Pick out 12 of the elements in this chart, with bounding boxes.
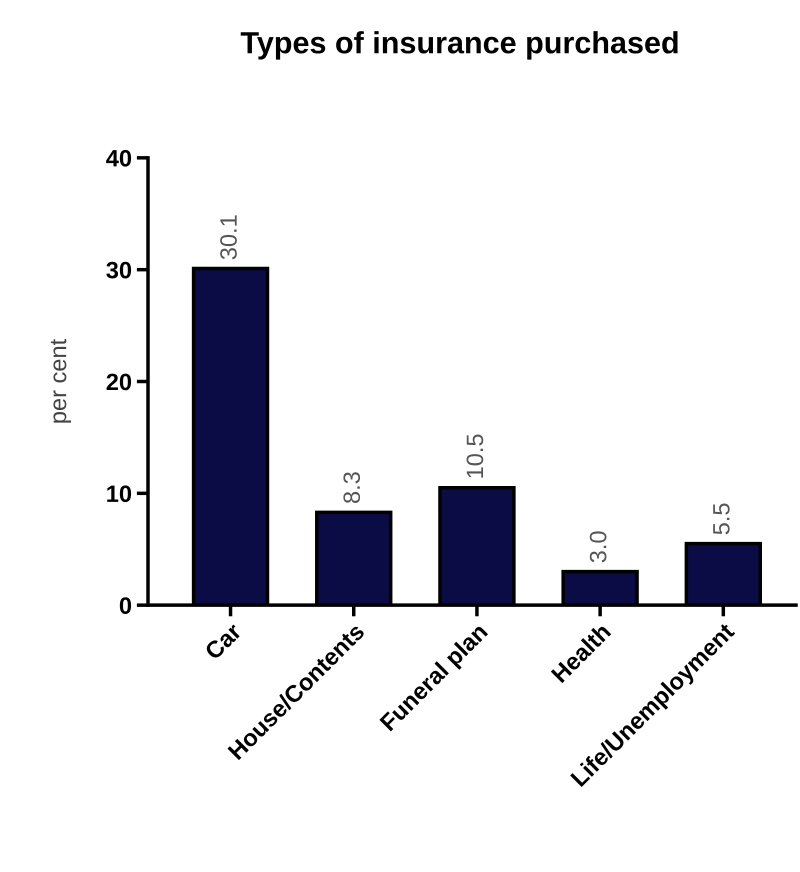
y-tick-label: 20 — [106, 374, 132, 390]
y-tick-label: 40 — [106, 150, 132, 167]
data-label: 3.0 — [590, 531, 606, 562]
data-label: 10.5 — [466, 434, 484, 478]
data-label: 8.3 — [343, 472, 360, 503]
y-tick-label: 30 — [106, 262, 132, 278]
y-tick-label: 10 — [107, 485, 132, 502]
data-label: 30.1 — [220, 215, 237, 260]
data-label: 5.5 — [713, 503, 730, 534]
y-tick-label: 0 — [120, 597, 132, 614]
y-axis-title: per cent — [50, 339, 72, 423]
chart-title: Types of insurance purchased — [240, 31, 678, 60]
